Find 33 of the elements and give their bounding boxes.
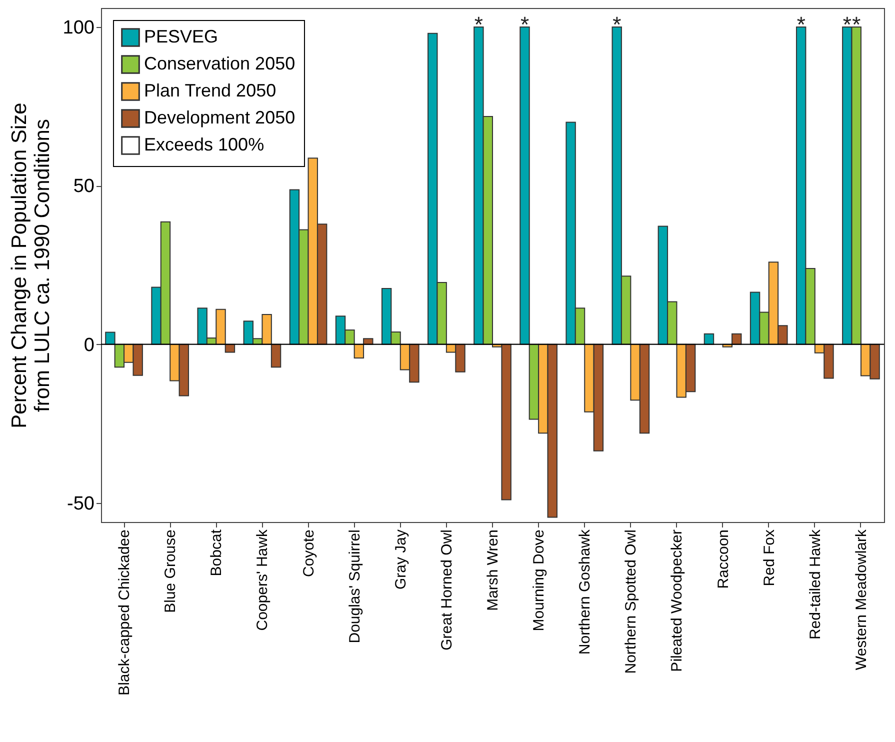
- x-tick-label: Pileated Woodpecker: [668, 530, 686, 672]
- data-label: *: [852, 12, 862, 38]
- data-label: *: [474, 12, 484, 38]
- data-label: *: [520, 12, 530, 38]
- y-tick-label: -50: [67, 493, 94, 514]
- x-tick-label: Northern Spotted Owl: [622, 530, 640, 674]
- annotation: Exceeds 100%: [144, 134, 264, 154]
- x-tick-label: Western Meadowlark: [852, 529, 870, 670]
- legend-label: Development 2050: [144, 108, 296, 128]
- x-tick-label: Marsh Wren: [484, 530, 502, 611]
- x-tick-label: Great Horned Owl: [438, 530, 456, 650]
- y-tick-label: 100: [62, 18, 94, 39]
- y-tick-label: 0: [84, 334, 94, 356]
- x-tick-label: Red-tailed Hawk: [806, 529, 824, 640]
- x-tick-label: Coopers' Hawk: [254, 529, 272, 631]
- data-label: *: [612, 12, 622, 38]
- legend-label: Conservation 2050: [144, 54, 296, 74]
- x-tick-label: Blue Grouse: [162, 530, 180, 613]
- x-tick-label: Black-capped Chickadee: [116, 530, 134, 696]
- x-tick-label: Coyote: [300, 530, 318, 578]
- x-tick-label: Northern Goshawk: [576, 529, 594, 655]
- x-tick-label: Raccoon: [714, 530, 732, 589]
- y-tick-label: 50: [73, 176, 94, 198]
- x-tick-label: Red Fox: [760, 529, 778, 586]
- x-tick-label: Douglas' Squirrel: [346, 530, 364, 644]
- data-label: *: [842, 12, 852, 38]
- x-tick-label: Bobcat: [208, 528, 226, 576]
- x-tick-label: Gray Jay: [392, 529, 410, 590]
- data-label: *: [796, 12, 806, 38]
- y-axis-title: Percent Change in Population Size from LULC ca. 1990 Conditions: [8, 102, 54, 428]
- legend-label: PESVEG: [144, 26, 218, 46]
- x-tick-label: Mourning Dove: [530, 530, 548, 632]
- legend-label: Plan Trend 2050: [144, 80, 276, 100]
